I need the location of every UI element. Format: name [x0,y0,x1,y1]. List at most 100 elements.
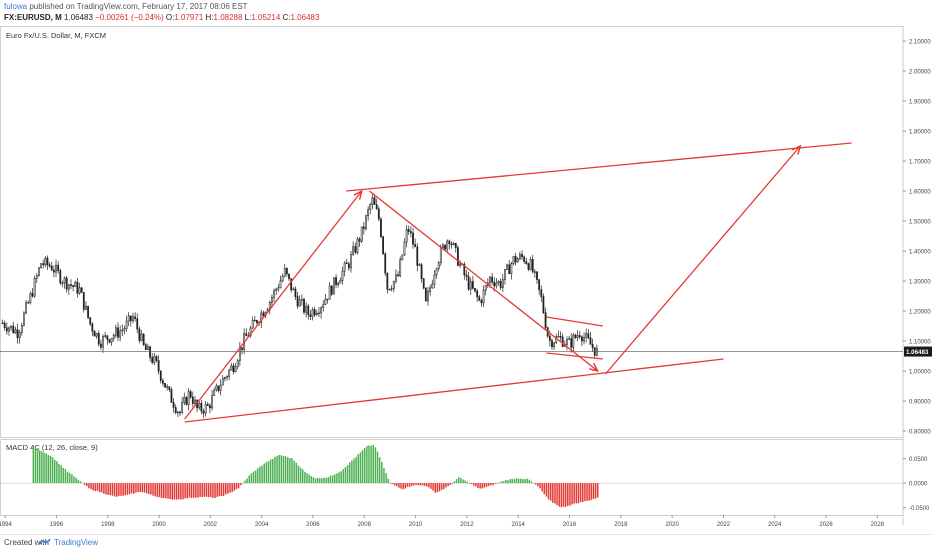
candle-body [149,346,151,358]
candle-body [339,280,342,284]
candle-body [536,271,538,280]
macd-bar-positive [274,456,276,484]
candle-body [341,270,344,281]
trend-arrow[interactable] [369,190,597,371]
candle-body [206,404,209,406]
price-axis-tick-label: 1.00000 [909,370,931,376]
macd-bar-positive [259,466,261,484]
macd-bar-negative [197,483,199,498]
time-axis-tick-label: 2026 [819,522,833,528]
macd-bar-negative [88,483,90,489]
price-axis-tick-label: 1.90000 [909,100,931,106]
candle-body [200,402,203,412]
candle-body [585,333,588,338]
trend-line[interactable] [546,352,603,360]
candle-body [322,304,325,309]
candle-body [469,281,472,290]
candle-body [480,300,483,304]
candle-body [557,336,560,338]
candle-body [236,360,239,368]
macd-bar-positive [378,457,381,484]
macd-bar-negative [584,483,586,502]
price-change: −0.00261 (−0.24%) [95,13,164,22]
macd-bar-positive [43,452,45,484]
macd-bar-negative [220,483,223,497]
candle-body [292,288,295,291]
candle-body [215,385,218,391]
macd-bar-negative [400,483,402,489]
trend-arrow[interactable] [184,191,362,420]
candle-body [583,336,585,342]
macd-bar-positive [308,474,310,484]
macd-bar-negative [492,483,494,486]
trend-line[interactable] [546,316,603,327]
publisher-username[interactable]: fulowa [4,2,28,11]
macd-bar-positive [348,462,351,484]
macd-bar-positive [357,454,360,484]
macd-bar-positive [327,477,330,484]
candle-body [161,380,164,384]
macd-bar-positive [49,455,52,484]
macd-bar-positive [344,467,347,484]
candle-body [136,318,139,330]
macd-bar-positive [507,480,509,484]
macd-bar-positive [385,473,387,484]
macd-bar-negative [160,483,163,499]
trend-arrow[interactable] [604,146,800,375]
macd-bar-negative [128,483,131,495]
macd-bar-positive [261,465,263,484]
trend-line[interactable] [346,142,852,192]
macd-bar-positive [336,473,338,484]
price-axis-tick-label: 1.20000 [909,310,931,316]
candle-body [168,386,171,390]
trend-line[interactable] [184,358,724,423]
candle-body [450,243,453,245]
macd-bar-negative [569,483,571,506]
candle-body [283,267,286,277]
macd-bar-negative [436,483,439,493]
candle-body [587,333,590,339]
candle-body [3,322,6,329]
macd-bar-positive [532,482,535,484]
macd-bar-positive [505,479,507,484]
candle-body [581,336,583,342]
candle-body [185,397,188,405]
candle-body [12,325,15,334]
candle-body [533,271,536,273]
macd-bar-negative [438,483,441,492]
candle-body [315,312,318,316]
macd-axis-tick-label: -0.0500 [909,506,930,512]
candle-body [38,267,40,276]
candle-body [234,366,237,373]
candle-body [514,256,517,263]
macd-bar-negative [94,483,97,492]
candle-body [44,257,47,266]
candle-body [409,231,412,234]
price-axis-tick-label: 1.40000 [909,250,931,256]
candle-body [388,288,391,291]
macd-bar-negative [133,483,135,494]
macd-bar-positive [513,479,516,484]
candle-body [174,407,177,413]
macd-bar-positive [526,478,528,484]
candle-body [320,307,322,314]
chart-canvas[interactable]: Euro Fx/U.S. Dollar, M, FXCM MACD 4C (12,… [0,0,932,534]
macd-bar-positive [246,478,248,484]
candle-body [153,356,156,363]
candle-body [209,405,211,409]
macd-bar-positive [372,444,375,484]
candle-body [354,246,357,253]
candle-body [465,274,468,277]
candle-body [121,329,124,332]
macd-bar-negative [212,483,214,499]
footer-bar: Created with TradingView [0,534,932,551]
macd-bar-positive [455,479,458,484]
candle-body [416,246,419,266]
macd-bar-negative [573,483,575,504]
tradingview-brand-link[interactable]: TradingView [54,538,99,547]
macd-bar-negative [545,483,548,497]
macd-bar-positive [351,460,353,484]
macd-bar-negative [541,483,543,492]
candle-body [132,316,134,322]
macd-bar-negative [434,483,437,493]
